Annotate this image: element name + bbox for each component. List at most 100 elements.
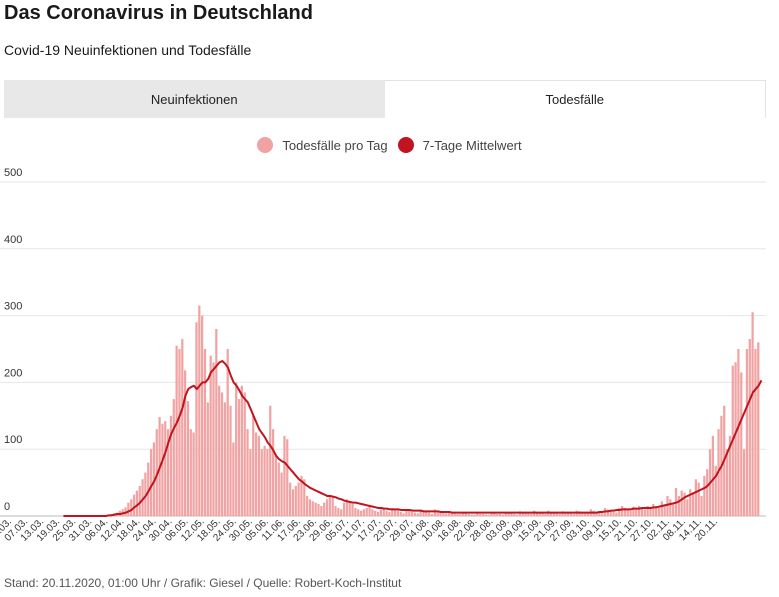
bar-mark: [334, 505, 337, 516]
bar-mark: [184, 370, 187, 516]
bar-mark: [130, 499, 133, 516]
bar-mark: [618, 507, 621, 516]
bar-mark: [694, 479, 697, 516]
bar-mark: [558, 514, 561, 516]
bar-mark: [359, 510, 363, 516]
bar-mark: [518, 511, 522, 516]
bar-mark: [172, 399, 175, 516]
bar-mark: [371, 509, 374, 516]
bar-mark: [243, 392, 246, 516]
bar-mark: [124, 507, 127, 516]
bar-mark: [677, 495, 680, 516]
bar-mark: [433, 509, 436, 516]
bar-mark: [376, 511, 380, 516]
bar-mark: [393, 509, 397, 516]
bar-mark: [601, 513, 604, 516]
tab-neuinfektionen[interactable]: Neuinfektionen: [4, 80, 385, 118]
bar-mark: [229, 405, 232, 516]
bar-mark: [646, 505, 649, 516]
bar-mark: [578, 511, 581, 516]
bar-mark: [266, 449, 269, 516]
bar-mark: [481, 514, 485, 516]
bar-mark: [331, 497, 334, 516]
bar-mark: [368, 505, 371, 516]
bar-mark: [198, 305, 201, 516]
bar-mark: [507, 512, 510, 516]
bar-mark: [734, 362, 737, 516]
bar-mark: [714, 465, 717, 516]
bar-mark: [501, 514, 505, 516]
bar-mark: [288, 482, 292, 516]
bar-mark: [552, 512, 556, 516]
bar-mark: [686, 499, 689, 516]
bar-mark: [751, 312, 754, 516]
bar-mark: [365, 507, 368, 516]
bar-mark: [490, 512, 493, 516]
bar-mark: [745, 349, 749, 516]
bar-mark: [277, 462, 280, 516]
bar-mark: [396, 510, 400, 516]
bar-mark: [428, 512, 431, 516]
bar-mark: [728, 435, 732, 516]
bar-mark: [504, 511, 507, 516]
bar-mark: [337, 507, 340, 516]
bar-mark: [430, 514, 434, 516]
bar-mark: [666, 495, 669, 516]
bar-mark: [754, 349, 757, 516]
bar-mark: [348, 501, 351, 516]
bar-mark: [680, 490, 683, 516]
bar-mark: [626, 509, 629, 516]
bar-mark: [300, 475, 303, 516]
bar-mark: [416, 513, 419, 516]
bar-mark: [598, 512, 601, 516]
bar-mark: [166, 429, 170, 516]
bar-mark: [612, 511, 615, 516]
bar-mark: [291, 489, 295, 516]
bar-mark: [586, 513, 590, 516]
bar-mark: [132, 494, 136, 516]
bar-mark: [263, 445, 266, 516]
bar-mark: [286, 439, 289, 516]
legend-bar-swatch-icon: [257, 137, 274, 153]
bar-mark: [484, 514, 488, 516]
bar-mark: [521, 511, 524, 516]
y-tick-label: 400: [4, 234, 22, 246]
bar-mark: [652, 503, 655, 516]
bar-mark: [379, 509, 383, 516]
bar-mark: [308, 499, 312, 516]
bar-mark: [391, 507, 394, 516]
bar-mark: [249, 449, 252, 516]
bar-mark: [757, 342, 760, 516]
bar-mark: [711, 435, 714, 516]
bar-mark: [408, 510, 411, 516]
bar-mark: [672, 502, 675, 516]
bar-mark: [283, 435, 286, 516]
bar-mark: [161, 423, 164, 516]
bar-mark: [411, 511, 414, 516]
tab-todesfaelle[interactable]: Todesfälle: [384, 80, 766, 118]
bar-mark: [524, 512, 527, 516]
bar-mark: [703, 475, 706, 516]
bar-mark: [538, 512, 541, 516]
bar-mark: [541, 513, 544, 516]
bar-mark: [640, 507, 644, 516]
bar-mark: [246, 429, 249, 516]
bar-mark: [269, 405, 272, 516]
bar-mark: [527, 513, 530, 516]
bar-mark: [479, 514, 482, 516]
bar-mark: [439, 511, 442, 516]
bar-mark: [254, 432, 258, 516]
bar-mark: [581, 511, 584, 516]
bar-mark: [447, 511, 451, 516]
bar-mark: [320, 505, 323, 516]
bar-mark: [683, 492, 686, 516]
bar-mark: [342, 502, 346, 516]
legend-item-line[interactable]: 7-Tage Mittelwert: [397, 137, 522, 153]
bar-mark: [572, 514, 575, 516]
bar-mark: [615, 512, 618, 516]
bar-mark: [203, 349, 207, 516]
bar-mark: [351, 503, 354, 516]
legend-item-bars[interactable]: Todesfälle pro Tag: [257, 137, 388, 153]
bar-mark: [317, 503, 320, 516]
bar-mark: [442, 512, 445, 516]
